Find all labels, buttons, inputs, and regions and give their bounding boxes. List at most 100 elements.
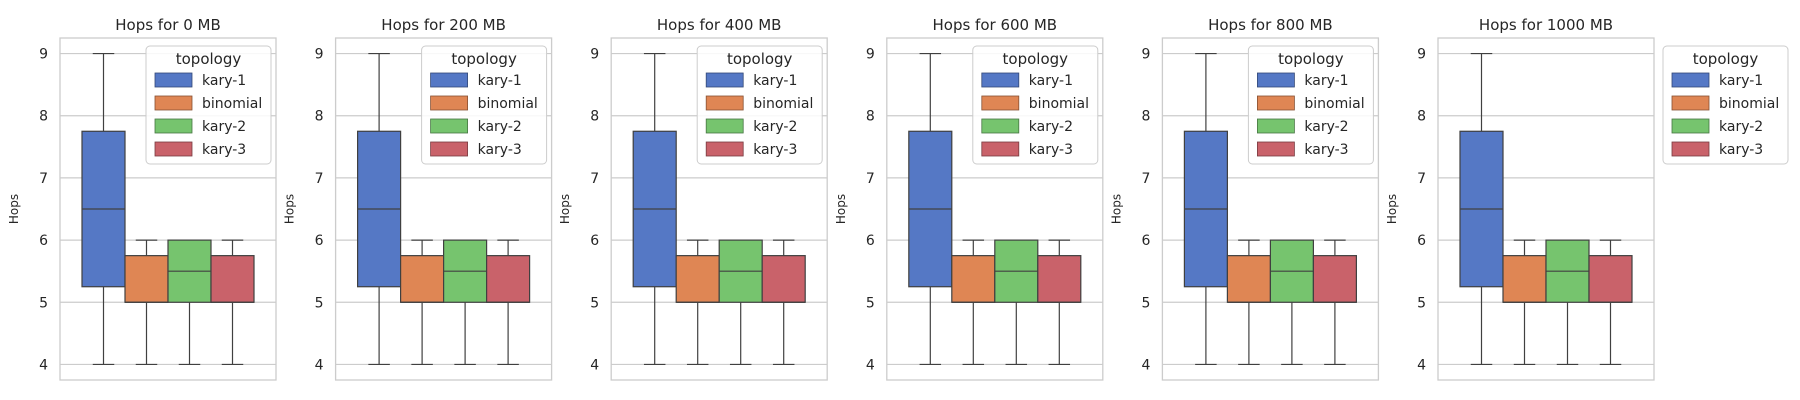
- panel-2: Hops for 400 MB 4 5 6 7 8 9 Hops topology kary-1 b…: [558, 16, 828, 381]
- box-body: [1312, 255, 1358, 303]
- box-binomial: [675, 239, 720, 366]
- y-axis-label: Hops: [558, 194, 572, 224]
- legend-title: topology: [727, 50, 793, 68]
- legend-title: topology: [451, 50, 517, 68]
- legend-label: kary-1: [1719, 73, 1763, 89]
- y-tick-label: 8: [866, 109, 875, 125]
- legend-swatch: [1671, 118, 1710, 134]
- box-binomial: [1502, 239, 1547, 366]
- box-kary-1: [908, 52, 953, 366]
- y-tick-label: 6: [1417, 233, 1426, 249]
- y-axis-label: Hops: [1385, 194, 1399, 224]
- legend-swatch: [981, 141, 1020, 157]
- y-tick-label: 8: [590, 109, 599, 125]
- box-body: [1502, 255, 1547, 303]
- y-tick-label: 9: [866, 47, 875, 63]
- y-tick-label: 5: [1417, 295, 1426, 311]
- chart-title: Hops for 800 MB: [1208, 16, 1333, 34]
- box-kary-3: [1588, 239, 1633, 366]
- y-axis-label: Hops: [834, 194, 848, 224]
- legend-swatch: [1257, 118, 1295, 134]
- box-kary-3: [1312, 239, 1358, 366]
- y-tick-label: 4: [1417, 357, 1426, 373]
- legend-label: kary-2: [753, 119, 797, 135]
- y-axis-label: Hops: [7, 194, 21, 224]
- y-tick-label: 9: [590, 47, 599, 63]
- legend: topology kary-1 binomial kary-2 kary-3: [145, 45, 272, 165]
- y-tick-label: 8: [1417, 109, 1426, 125]
- legend-label: kary-1: [202, 73, 246, 89]
- box-body: [400, 255, 445, 303]
- y-axis-label: Hops: [1109, 194, 1123, 224]
- box-kary-1: [1459, 52, 1504, 366]
- legend-label: binomial: [1029, 96, 1089, 112]
- legend-swatch: [1671, 141, 1710, 157]
- y-tick-label: 5: [315, 295, 324, 311]
- box-body: [1588, 255, 1633, 303]
- y-tick-label: 4: [315, 357, 324, 373]
- legend: topology kary-1 binomial kary-2 kary-3: [972, 45, 1099, 165]
- box-kary-2: [443, 239, 488, 366]
- legend-label: kary-3: [753, 142, 797, 158]
- legend-title: topology: [1693, 50, 1759, 68]
- axes-frame: [610, 37, 828, 381]
- legend-label: kary-3: [202, 142, 246, 158]
- box-binomial: [124, 239, 169, 366]
- y-tick-label: 7: [590, 171, 599, 187]
- legend-label: kary-3: [1304, 142, 1348, 158]
- box-kary-3: [486, 239, 531, 366]
- box-body: [210, 255, 255, 303]
- legend: topology kary-1 binomial kary-2 kary-3: [696, 45, 823, 165]
- legend-label: kary-2: [202, 119, 246, 135]
- y-tick-label: 6: [590, 233, 599, 249]
- legend: topology kary-1 binomial kary-2 kary-3: [421, 45, 548, 165]
- y-tick-label: 6: [1141, 233, 1150, 249]
- box-kary-1: [1183, 52, 1229, 366]
- legend-swatch: [981, 72, 1020, 88]
- y-tick-label: 4: [39, 357, 48, 373]
- legend-swatch: [705, 118, 744, 134]
- chart-title: Hops for 200 MB: [381, 16, 506, 34]
- y-tick-label: 7: [1417, 171, 1426, 187]
- chart-title: Hops for 1000 MB: [1479, 16, 1613, 34]
- y-tick-label: 9: [315, 47, 324, 63]
- legend-swatch: [430, 118, 469, 134]
- y-tick-label: 5: [590, 295, 599, 311]
- axes-frame: [1161, 37, 1380, 381]
- legend-label: kary-1: [1029, 73, 1073, 89]
- legend-swatch: [1257, 72, 1295, 88]
- chart-title: Hops for 0 MB: [115, 16, 221, 34]
- y-tick-label: 9: [1141, 47, 1150, 63]
- box-kary-2: [994, 239, 1039, 366]
- y-tick-label: 5: [39, 295, 48, 311]
- legend-label: kary-2: [1304, 119, 1348, 135]
- axes-frame: [59, 37, 277, 381]
- axes-frame: [1437, 37, 1655, 381]
- legend-swatch: [430, 141, 469, 157]
- chart-title: Hops for 600 MB: [933, 16, 1058, 34]
- panel-0: Hops for 0 MB 4 5 6 7 8 9 Hops topology kary-1 bin…: [7, 16, 277, 381]
- axes-frame: [886, 37, 1104, 381]
- legend-swatch: [154, 141, 193, 157]
- legend: topology kary-1 binomial kary-2 kary-3: [1662, 45, 1789, 165]
- box-kary-2: [1269, 239, 1315, 366]
- box-binomial: [400, 239, 445, 366]
- box-binomial: [1226, 239, 1272, 366]
- legend-label: kary-1: [478, 73, 522, 89]
- y-tick-label: 6: [866, 233, 875, 249]
- legend-swatch: [981, 118, 1020, 134]
- y-tick-label: 9: [1417, 47, 1426, 63]
- box-body: [761, 255, 806, 303]
- legend-title: topology: [1003, 50, 1069, 68]
- box-kary-2: [718, 239, 763, 366]
- legend-label: kary-2: [1029, 119, 1073, 135]
- box-body: [124, 255, 169, 303]
- y-tick-label: 7: [866, 171, 875, 187]
- legend-swatch: [430, 72, 469, 88]
- y-axis-label: Hops: [283, 194, 297, 224]
- legend-title: topology: [176, 50, 242, 68]
- panel-5: Hops for 1000 MB 4 5 6 7 8 9 Hops topology kary-1…: [1385, 16, 1789, 381]
- legend: topology kary-1 binomial kary-2 kary-3: [1247, 45, 1374, 165]
- y-tick-label: 6: [39, 233, 48, 249]
